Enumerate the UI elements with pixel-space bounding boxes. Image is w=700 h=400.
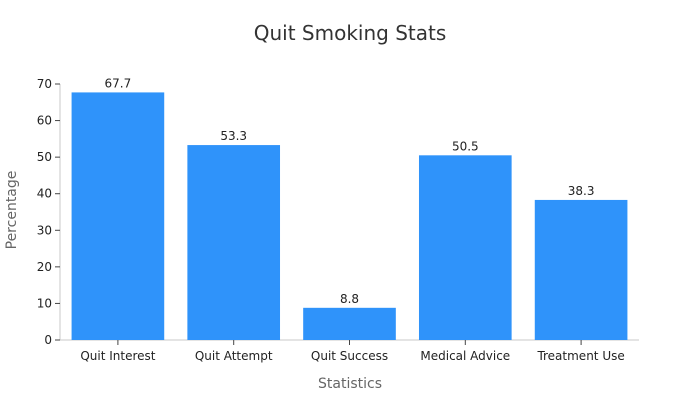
y-tick-label: 20 bbox=[37, 260, 52, 274]
bar bbox=[303, 307, 396, 340]
bar bbox=[534, 199, 628, 340]
bar-value-label: 50.5 bbox=[452, 139, 479, 153]
y-tick-label: 40 bbox=[37, 187, 52, 201]
bar-value-label: 38.3 bbox=[568, 184, 595, 198]
x-axis-title: Statistics bbox=[318, 376, 382, 392]
y-tick-label: 50 bbox=[37, 150, 52, 164]
x-tick-labels: Quit Interest Quit Attempt Quit Success Med… bbox=[80, 340, 625, 363]
bars bbox=[71, 92, 628, 340]
bar-value-label: 53.3 bbox=[220, 129, 247, 143]
bar bbox=[71, 92, 165, 340]
x-tick-label: Quit Interest bbox=[80, 349, 155, 363]
y-tick-label: 10 bbox=[37, 296, 52, 310]
x-tick-label: Treatment Use bbox=[536, 349, 624, 363]
y-tick-label: 60 bbox=[37, 114, 52, 128]
y-axis-title: Percentage bbox=[4, 171, 20, 250]
bar-value-label: 67.7 bbox=[105, 76, 132, 90]
bar-value-labels: 67.7 53.3 8.8 50.5 38.3 bbox=[105, 76, 595, 305]
y-axis: 0 10 20 30 40 50 60 70 bbox=[37, 77, 61, 347]
x-tick-label: Quit Attempt bbox=[195, 349, 273, 363]
bar bbox=[187, 145, 281, 340]
y-tick-label: 30 bbox=[37, 223, 52, 237]
y-tick-label: 0 bbox=[44, 333, 52, 347]
bar bbox=[418, 155, 512, 340]
chart-title: Quit Smoking Stats bbox=[254, 21, 447, 45]
x-tick-label: Quit Success bbox=[311, 349, 388, 363]
x-tick-label: Medical Advice bbox=[420, 349, 510, 363]
bar-value-label: 8.8 bbox=[340, 292, 359, 306]
y-tick-label: 70 bbox=[37, 77, 52, 91]
